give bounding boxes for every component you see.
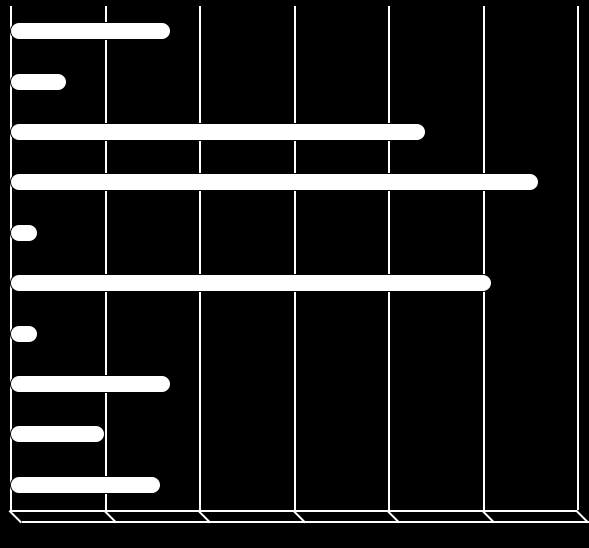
bar-chart — [0, 0, 589, 548]
bar-slot — [10, 258, 577, 308]
bar-slot — [10, 359, 577, 409]
bar-slot — [10, 460, 577, 510]
bar — [10, 476, 161, 494]
bar-slot — [10, 208, 577, 258]
bar — [10, 375, 171, 393]
bar-slot — [10, 56, 577, 106]
bar — [10, 224, 38, 242]
bar — [10, 73, 67, 91]
gridline-3d — [9, 510, 22, 523]
plot-area — [10, 6, 577, 522]
bar-slot — [10, 6, 577, 56]
bar — [10, 425, 105, 443]
bar — [10, 22, 171, 40]
bar — [10, 325, 38, 343]
bar-slot — [10, 308, 577, 358]
x-axis — [10, 510, 577, 512]
bar — [10, 274, 492, 292]
bar-slot — [10, 157, 577, 207]
bar-slot — [10, 409, 577, 459]
bar — [10, 123, 426, 141]
bar-slot — [10, 107, 577, 157]
back-wall-right — [577, 6, 579, 510]
bar — [10, 173, 539, 191]
x-axis-3d — [22, 521, 589, 523]
